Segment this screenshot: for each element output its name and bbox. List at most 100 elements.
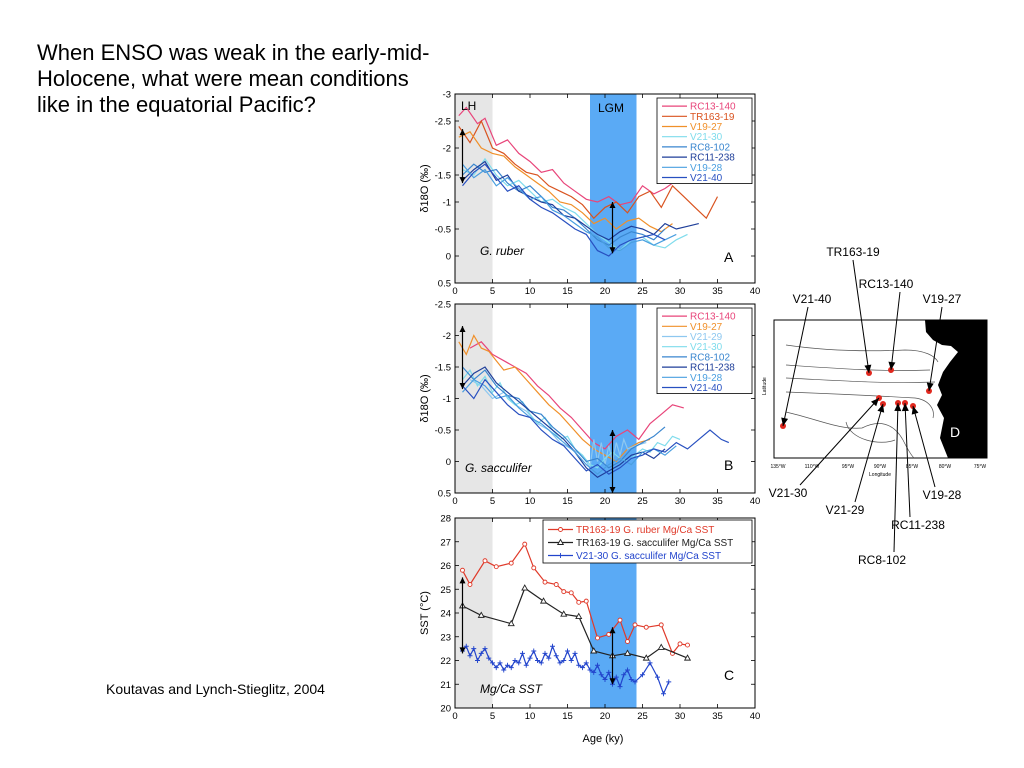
map-lon-tick-label: 85°W	[906, 464, 919, 470]
panel-b-sacculifer: 0 5 10 15 20 25 30 35 40-2.5-2-1.5-1-0.500.5δ18O…	[419, 300, 760, 508]
legend-box	[656, 307, 753, 394]
x-tick-label: 30	[675, 711, 686, 722]
x-tick-label: 0	[452, 711, 457, 722]
data-point	[595, 635, 600, 641]
series-line	[458, 106, 688, 206]
x-tick-label: 20	[600, 711, 611, 722]
arrow-head	[459, 177, 466, 184]
legend-label: V21-40	[690, 173, 723, 184]
panel-letter: A	[724, 249, 734, 265]
sst-contour	[845, 421, 896, 443]
data-point	[546, 655, 552, 661]
y-tick-label: 28	[440, 514, 451, 525]
data-point	[568, 658, 574, 663]
y-tick-label: 20	[440, 704, 451, 715]
data-point	[580, 665, 585, 671]
sst-contour	[785, 344, 939, 363]
data-point	[505, 662, 510, 668]
map-panel-letter: D	[950, 424, 960, 440]
x-tick-label: 30	[675, 496, 686, 507]
callout-label: V19-27	[923, 292, 962, 306]
map-lon-tick-label: 110°W	[805, 464, 820, 470]
sst-contour	[785, 377, 936, 383]
y-tick-label: 0	[446, 457, 451, 468]
map-lon-tick-label: 75°W	[974, 464, 987, 470]
y-tick-label: -3	[443, 90, 451, 101]
x-tick-label: 0	[452, 286, 457, 297]
data-point	[623, 649, 632, 656]
y-tick-label: 0.5	[438, 489, 451, 500]
y-tick-label: -2.5	[435, 300, 451, 311]
data-point	[522, 541, 528, 547]
y-tick-label: 25	[440, 585, 451, 596]
data-point	[477, 611, 485, 618]
legend-label: RC8-102	[690, 352, 730, 363]
callout-arrow-head	[926, 382, 934, 391]
callout-arrow-head	[894, 403, 902, 412]
data-point	[467, 653, 473, 659]
data-point	[531, 648, 537, 654]
callout-arrow-head	[871, 398, 879, 407]
data-point	[640, 672, 645, 678]
map-callouts: TR163-19 RC13-140 V21-40 V19-27 V21-30 V21-29…	[769, 245, 962, 567]
panel-letter: C	[724, 667, 734, 683]
data-point	[590, 647, 598, 654]
callout-label: V19-28	[923, 488, 962, 502]
late-holocene-band	[455, 94, 493, 283]
data-point	[572, 650, 578, 656]
y-tick-label: 27	[440, 537, 451, 548]
data-point	[482, 558, 488, 564]
data-point	[617, 684, 623, 690]
legend-label: V19-27	[690, 322, 723, 333]
data-point	[523, 662, 529, 668]
callout-arrow-head	[877, 404, 885, 413]
data-point	[591, 669, 597, 675]
data-point	[542, 579, 548, 585]
arrow-head	[609, 247, 616, 254]
x-tick-label: 40	[750, 496, 761, 507]
legend-label: V19-27	[690, 122, 723, 133]
map-longitude-ticks: 135°W 110°W 95°W 90°W 85°W 80°W 75°W	[770, 464, 986, 470]
data-point	[553, 653, 559, 659]
map-lat-label: Latitude	[762, 377, 768, 395]
x-tick-label: 35	[712, 711, 723, 722]
y-tick-label: 0	[446, 252, 451, 263]
arrow-head	[459, 129, 466, 136]
x-tick-label: 40	[750, 711, 761, 722]
data-point	[655, 674, 660, 680]
arrow-head	[459, 326, 466, 333]
x-tick-label: 5	[490, 496, 495, 507]
series-line	[462, 587, 688, 659]
data-point	[493, 564, 499, 570]
data-point	[576, 599, 582, 605]
legend-marker	[558, 527, 563, 532]
y-tick-label: -1	[443, 198, 451, 209]
data-point	[647, 660, 653, 666]
data-point	[632, 679, 638, 685]
legend-label: TR163-19 G. sacculifer Mg/Ca SST	[576, 538, 733, 549]
data-point	[657, 643, 665, 650]
data-point	[576, 662, 582, 668]
data-point	[501, 667, 507, 673]
x-tick-label: 15	[562, 496, 573, 507]
callout-label: RC8-102	[858, 553, 906, 567]
legend-label: RC13-140	[690, 312, 736, 323]
arrow-head	[609, 202, 616, 208]
series-line	[462, 366, 666, 469]
data-point	[538, 660, 544, 666]
x-tick-label: 20	[600, 286, 611, 297]
arrow-head	[459, 577, 466, 584]
data-point	[478, 650, 484, 656]
data-point	[482, 646, 488, 652]
y-tick-label: 0.5	[438, 279, 451, 290]
data-point	[490, 660, 495, 666]
y-tick-label: -0.5	[435, 225, 451, 236]
x-axis-title: Age (ky)	[583, 733, 624, 745]
legend-label: TR163-19	[690, 112, 735, 123]
data-point	[583, 598, 589, 604]
y-tick-label: -1	[443, 394, 451, 405]
data-point	[531, 565, 537, 571]
arrow-head	[609, 430, 616, 436]
sst-contour	[785, 411, 915, 459]
